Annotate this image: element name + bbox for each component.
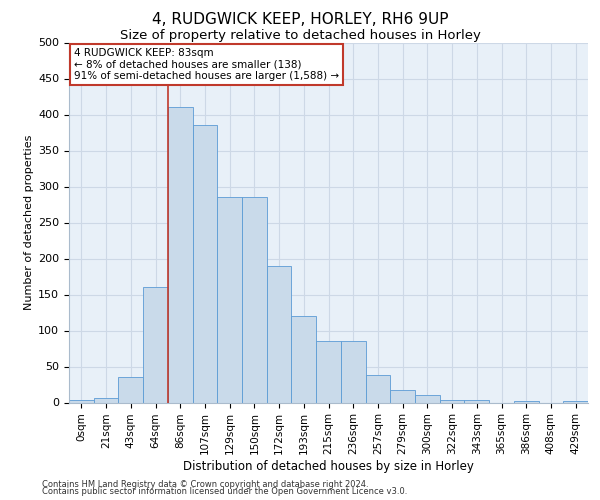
Bar xyxy=(563,401,588,402)
Bar xyxy=(168,108,193,403)
Bar xyxy=(242,198,267,402)
Bar xyxy=(415,396,440,402)
Bar xyxy=(440,400,464,402)
Bar xyxy=(217,198,242,402)
Bar xyxy=(118,378,143,402)
Bar xyxy=(292,316,316,402)
Bar xyxy=(316,342,341,402)
Text: Contains HM Land Registry data © Crown copyright and database right 2024.: Contains HM Land Registry data © Crown c… xyxy=(42,480,368,489)
Bar xyxy=(365,375,390,402)
Bar xyxy=(464,400,489,402)
Bar xyxy=(69,400,94,402)
Bar xyxy=(514,401,539,402)
Bar xyxy=(267,266,292,402)
X-axis label: Distribution of detached houses by size in Horley: Distribution of detached houses by size … xyxy=(183,460,474,473)
Bar xyxy=(341,342,365,402)
Bar xyxy=(143,288,168,403)
Text: 4, RUDGWICK KEEP, HORLEY, RH6 9UP: 4, RUDGWICK KEEP, HORLEY, RH6 9UP xyxy=(152,12,448,28)
Y-axis label: Number of detached properties: Number of detached properties xyxy=(24,135,34,310)
Text: Size of property relative to detached houses in Horley: Size of property relative to detached ho… xyxy=(119,29,481,42)
Text: Contains public sector information licensed under the Open Government Licence v3: Contains public sector information licen… xyxy=(42,487,407,496)
Bar xyxy=(94,398,118,402)
Text: 4 RUDGWICK KEEP: 83sqm
← 8% of detached houses are smaller (138)
91% of semi-det: 4 RUDGWICK KEEP: 83sqm ← 8% of detached … xyxy=(74,48,340,81)
Bar xyxy=(390,390,415,402)
Bar xyxy=(193,126,217,402)
